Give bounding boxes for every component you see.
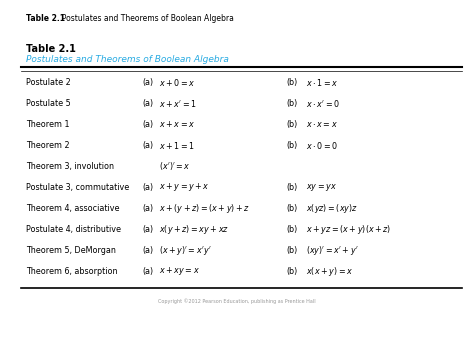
Text: M. Morris Mano • Michael D. Ciletti: M. Morris Mano • Michael D. Ciletti bbox=[83, 336, 185, 341]
Text: Copyright ©2013 by Pearson Education, Inc.: Copyright ©2013 by Pearson Education, In… bbox=[301, 319, 432, 324]
Text: $x \cdot 1 = x$: $x \cdot 1 = x$ bbox=[306, 77, 338, 88]
Text: (a): (a) bbox=[142, 78, 153, 87]
Text: $x + y = y + x$: $x + y = y + x$ bbox=[159, 181, 210, 193]
Text: Theorem 1: Theorem 1 bbox=[26, 120, 70, 129]
Text: $(x^{\prime})^{\prime} = x$: $(x^{\prime})^{\prime} = x$ bbox=[159, 160, 191, 173]
Text: Postulates and Theorems of Boolean Algebra: Postulates and Theorems of Boolean Algeb… bbox=[26, 55, 229, 64]
Text: $(xy)^{\prime} = x^{\prime} + y^{\prime}$: $(xy)^{\prime} = x^{\prime} + y^{\prime}… bbox=[306, 244, 358, 257]
Text: $x(y + z) = xy + xz$: $x(y + z) = xy + xz$ bbox=[159, 223, 229, 236]
Text: (b): (b) bbox=[287, 120, 298, 129]
Text: $x + 1 = 1$: $x + 1 = 1$ bbox=[159, 140, 195, 151]
Text: ALWAYS LEARNING: ALWAYS LEARNING bbox=[10, 322, 77, 327]
Text: (a): (a) bbox=[142, 120, 153, 129]
Text: (b): (b) bbox=[287, 141, 298, 150]
Text: $x + 0 = x$: $x + 0 = x$ bbox=[159, 77, 195, 88]
Text: $x + xy = x$: $x + xy = x$ bbox=[159, 265, 200, 277]
Text: Postulate 3, commutative: Postulate 3, commutative bbox=[26, 183, 129, 192]
Text: Theorem 2: Theorem 2 bbox=[26, 141, 70, 150]
Text: $x + x^{\prime} = 1$: $x + x^{\prime} = 1$ bbox=[159, 98, 197, 109]
Text: (b): (b) bbox=[287, 99, 298, 108]
Text: (b): (b) bbox=[287, 246, 298, 255]
Text: $x \cdot x = x$: $x \cdot x = x$ bbox=[306, 120, 337, 129]
Text: Theorem 4, associative: Theorem 4, associative bbox=[26, 204, 119, 213]
Text: Postulate 2: Postulate 2 bbox=[26, 78, 71, 87]
Text: (b): (b) bbox=[287, 183, 298, 192]
Text: Postulate 4, distributive: Postulate 4, distributive bbox=[26, 225, 121, 234]
Text: $x \cdot 0 = 0$: $x \cdot 0 = 0$ bbox=[306, 140, 338, 151]
Text: (b): (b) bbox=[287, 225, 298, 234]
Text: (b): (b) bbox=[287, 204, 298, 213]
Text: $x + (y + z) = (x + y) + z$: $x + (y + z) = (x + y) + z$ bbox=[159, 202, 250, 215]
Text: Theorem 5, DeMorgan: Theorem 5, DeMorgan bbox=[26, 246, 116, 255]
Text: $xy = yx$: $xy = yx$ bbox=[306, 182, 337, 193]
Text: Copyright ©2012 Pearson Education, publishing as Prentice Hall: Copyright ©2012 Pearson Education, publi… bbox=[158, 298, 316, 304]
Text: PEARSON: PEARSON bbox=[427, 325, 474, 338]
Text: Postulate 5: Postulate 5 bbox=[26, 99, 71, 108]
Text: Theorem 3, involution: Theorem 3, involution bbox=[26, 162, 114, 171]
Text: Table 2.1: Table 2.1 bbox=[26, 44, 76, 54]
Text: (b): (b) bbox=[287, 267, 298, 275]
Text: (a): (a) bbox=[142, 99, 153, 108]
Text: (a): (a) bbox=[142, 246, 153, 255]
Text: $(x + y)^{\prime} = x^{\prime}y^{\prime}$: $(x + y)^{\prime} = x^{\prime}y^{\prime}… bbox=[159, 244, 211, 257]
Text: $x + x = x$: $x + x = x$ bbox=[159, 120, 195, 130]
Text: Digital Design: With an Introduction to the Verilog HDL, 5e: Digital Design: With an Introduction to … bbox=[83, 319, 255, 324]
Text: (a): (a) bbox=[142, 225, 153, 234]
Text: $x + yz = (x + y)(x + z)$: $x + yz = (x + y)(x + z)$ bbox=[306, 223, 391, 236]
Text: All rights reserved.: All rights reserved. bbox=[301, 336, 357, 341]
Text: $x \cdot x^{\prime} = 0$: $x \cdot x^{\prime} = 0$ bbox=[306, 98, 339, 109]
Text: Theorem 6, absorption: Theorem 6, absorption bbox=[26, 267, 118, 275]
Text: (a): (a) bbox=[142, 141, 153, 150]
Text: Postulates and Theorems of Boolean Algebra: Postulates and Theorems of Boolean Algeb… bbox=[57, 14, 234, 23]
Text: Table 2.1: Table 2.1 bbox=[26, 14, 65, 23]
Text: (a): (a) bbox=[142, 267, 153, 275]
Text: (a): (a) bbox=[142, 183, 153, 192]
Text: (a): (a) bbox=[142, 204, 153, 213]
Text: $x(yz) = (xy)z$: $x(yz) = (xy)z$ bbox=[306, 202, 358, 215]
Text: $x(x + y) = x$: $x(x + y) = x$ bbox=[306, 264, 353, 278]
Text: (b): (b) bbox=[287, 78, 298, 87]
